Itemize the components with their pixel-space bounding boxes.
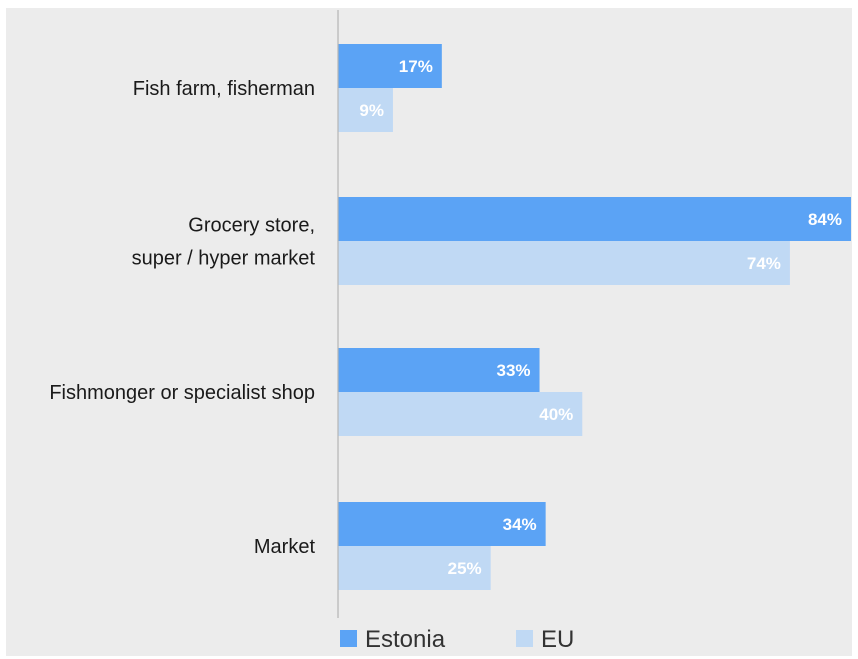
bar-estonia <box>338 197 851 241</box>
chart-area: Fish farm, fisherman 17% 9% Grocery store, s… <box>6 8 852 656</box>
legend-swatch-estonia <box>340 630 357 647</box>
data-label: 17% <box>399 57 433 76</box>
data-label: 34% <box>503 515 537 534</box>
bar-estonia <box>338 502 546 546</box>
legend-label-estonia: Estonia <box>365 626 446 653</box>
category-label-line: super / hyper market <box>132 248 316 270</box>
legend-swatch-eu <box>516 630 533 647</box>
data-label: 74% <box>747 254 781 273</box>
legend: Estonia EU <box>340 626 574 653</box>
bar-estonia <box>338 44 442 88</box>
bars-layer <box>338 44 851 590</box>
data-label: 9% <box>359 101 384 120</box>
category-label: Market <box>254 536 316 558</box>
category-label: Grocery store, super / hyper market <box>132 215 316 270</box>
category-label: Fish farm, fisherman <box>133 78 315 100</box>
legend-label-eu: EU <box>541 626 574 653</box>
category-label: Fishmonger or specialist shop <box>49 382 315 404</box>
data-label: 84% <box>808 210 842 229</box>
labels-layer: Fish farm, fisherman 17% 9% Grocery store, s… <box>49 57 842 578</box>
category-label-line: Fishmonger or specialist shop <box>49 382 315 404</box>
bar-eu <box>338 546 491 590</box>
bar-eu <box>338 88 393 132</box>
category-label-line: Market <box>254 536 316 558</box>
bar-estonia <box>338 348 540 392</box>
data-label: 25% <box>448 559 482 578</box>
category-label-line: Grocery store, <box>188 215 315 237</box>
data-label: 40% <box>539 405 573 424</box>
data-label: 33% <box>497 361 531 380</box>
bar-eu <box>338 241 790 285</box>
bar-chart: Fish farm, fisherman 17% 9% Grocery store, s… <box>49 10 851 653</box>
category-label-line: Fish farm, fisherman <box>133 78 315 100</box>
bar-eu <box>338 392 583 436</box>
